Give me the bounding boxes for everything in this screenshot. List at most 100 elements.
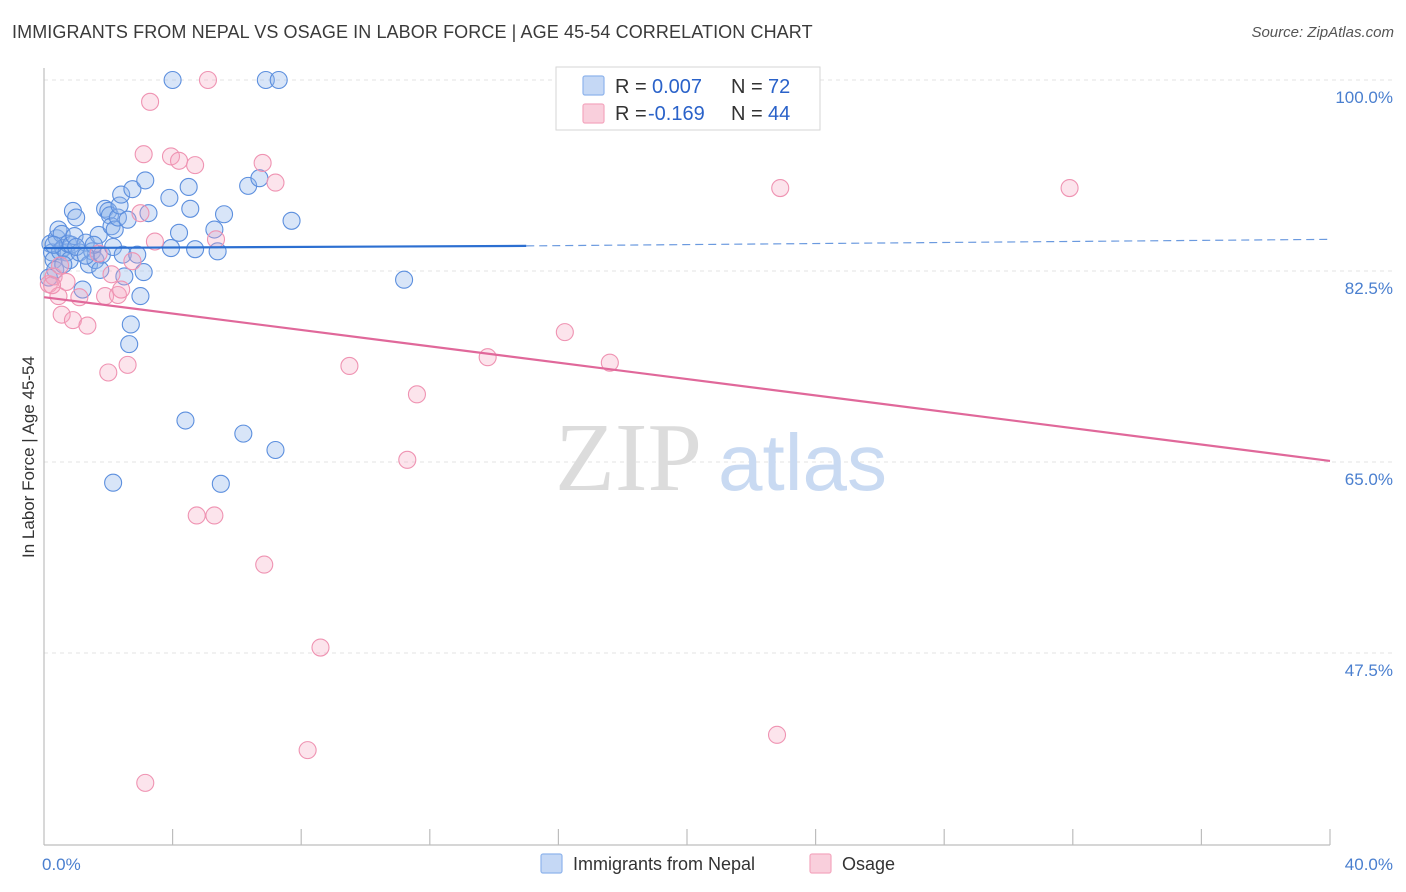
source-label: Source: ZipAtlas.com <box>1251 24 1394 41</box>
data-point-nepal <box>134 263 153 282</box>
data-point-nepal <box>176 411 195 430</box>
series-nepal-points <box>39 70 414 493</box>
series-legend-label-nepal: Immigrants from Nepal <box>573 854 755 874</box>
legend-r-label-1: R = <box>615 76 647 98</box>
y-tick-label: 82.5% <box>1345 279 1393 298</box>
series-legend: Immigrants from Nepal Osage <box>540 853 895 874</box>
data-point-osage <box>311 638 330 657</box>
data-point-nepal <box>136 171 155 190</box>
y-tick-label: 100.0% <box>1335 88 1393 107</box>
data-point-osage <box>42 276 62 295</box>
data-point-nepal <box>160 188 179 207</box>
data-point-osage <box>1060 179 1079 198</box>
legend-swatch-nepal <box>582 75 605 96</box>
chart-title: IMMIGRANTS FROM NEPAL VS OSAGE IN LABOR … <box>12 22 813 42</box>
series-legend-swatch-nepal <box>540 853 563 874</box>
data-point-nepal <box>266 440 285 460</box>
data-point-nepal <box>123 180 142 199</box>
legend-r-value-1: 0.007 <box>652 76 702 98</box>
data-point-nepal <box>112 185 131 204</box>
data-point-nepal <box>395 270 414 289</box>
legend-n-label-2: N = <box>731 103 763 125</box>
data-point-osage <box>112 280 131 299</box>
data-point-osage <box>198 70 218 90</box>
watermark-zip: ZIP <box>555 404 702 512</box>
data-point-nepal <box>67 208 86 227</box>
data-point-osage <box>253 153 272 172</box>
data-point-osage <box>407 385 426 404</box>
y-tick-labels: 100.0% 82.5% 65.0% 47.5% <box>1335 88 1393 680</box>
data-point-osage <box>205 506 224 525</box>
correlation-legend: R = 0.007 N = 72 R = -0.169 N = 44 <box>555 66 821 131</box>
data-point-osage <box>255 555 274 574</box>
data-point-nepal <box>282 211 301 230</box>
data-point-osage <box>136 773 155 792</box>
data-point-osage <box>102 265 121 284</box>
legend-n-label-1: N = <box>731 76 763 98</box>
data-point-osage <box>78 316 97 335</box>
legend-swatch-osage <box>582 103 605 124</box>
data-point-osage <box>99 363 118 382</box>
data-point-nepal <box>163 70 182 90</box>
data-point-osage <box>266 173 285 192</box>
legend-n-value-1: 72 <box>768 76 790 98</box>
data-point-nepal <box>113 245 132 264</box>
data-point-osage <box>141 92 160 111</box>
data-point-osage <box>600 353 619 372</box>
data-point-nepal <box>269 70 288 90</box>
data-point-nepal <box>89 225 108 245</box>
data-point-osage <box>555 323 574 342</box>
data-point-nepal <box>44 235 63 254</box>
data-point-nepal <box>250 169 269 188</box>
data-point-nepal <box>120 335 139 354</box>
data-point-osage <box>767 725 787 744</box>
data-point-nepal <box>105 220 124 239</box>
data-point-nepal <box>131 287 150 306</box>
watermark-atlas: atlas <box>718 418 887 507</box>
x-axis-ticks <box>172 829 1331 845</box>
data-point-nepal <box>234 424 253 443</box>
data-point-osage <box>118 355 137 374</box>
data-point-osage <box>398 450 417 469</box>
y-axis-label: In Labor Force | Age 45-54 <box>19 356 38 558</box>
data-point-nepal <box>256 70 275 90</box>
series-legend-swatch-osage <box>809 853 832 874</box>
data-point-osage <box>478 348 497 367</box>
legend-r-value-2: -0.169 <box>648 103 705 125</box>
data-point-nepal <box>104 473 123 492</box>
legend-n-value-2: 44 <box>768 103 790 125</box>
data-point-osage <box>186 156 205 175</box>
x-tick-label-min: 0.0% <box>42 855 81 874</box>
trend-line-nepal-extension <box>526 238 1331 247</box>
data-point-nepal <box>186 240 205 259</box>
data-point-osage <box>108 285 127 305</box>
data-point-nepal <box>179 177 198 197</box>
series-legend-label-osage: Osage <box>842 854 895 874</box>
data-point-osage <box>131 204 150 223</box>
trend-lines <box>43 238 1331 462</box>
data-point-osage <box>89 244 108 263</box>
data-point-osage <box>206 230 226 249</box>
x-tick-label-max: 40.0% <box>1345 855 1393 874</box>
data-point-nepal <box>181 199 200 218</box>
data-point-osage <box>771 179 790 198</box>
trend-line-nepal <box>43 244 527 250</box>
data-point-osage <box>340 356 359 376</box>
data-point-osage <box>51 256 70 275</box>
data-point-nepal <box>121 315 140 334</box>
data-point-nepal <box>169 223 189 242</box>
y-tick-label: 65.0% <box>1345 470 1393 489</box>
data-point-osage <box>57 272 76 291</box>
data-point-nepal <box>214 205 234 224</box>
data-point-nepal <box>211 474 230 493</box>
legend-r-label-2: R = <box>615 103 647 125</box>
grid-lines <box>44 79 1395 654</box>
data-point-osage <box>169 151 189 170</box>
data-point-osage <box>52 305 71 324</box>
trend-line-osage <box>43 296 1331 462</box>
data-point-osage <box>123 252 142 271</box>
data-point-osage <box>298 741 317 760</box>
data-point-osage <box>134 145 153 164</box>
data-point-osage <box>187 506 206 525</box>
